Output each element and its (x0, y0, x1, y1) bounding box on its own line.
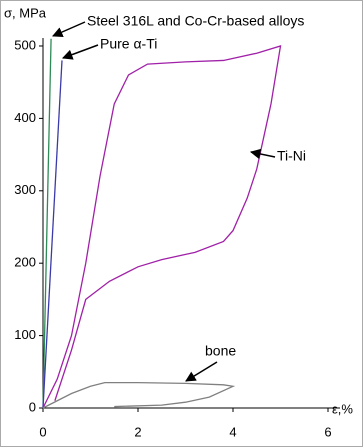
series-label: Pure α-Ti (100, 36, 157, 52)
x-tick-label: 0 (39, 424, 46, 439)
x-axis-label: ε,% (332, 401, 353, 416)
series-label: bone (205, 343, 236, 359)
arrow (52, 21, 86, 38)
arrow (62, 44, 99, 60)
x-tick-label: 4 (229, 424, 236, 439)
y-tick-label: 0 (29, 399, 36, 414)
y-tick-label: 100 (14, 327, 36, 342)
y-tick-label: 300 (14, 182, 36, 197)
series-line (42, 382, 236, 409)
y-tick-label: 500 (14, 37, 36, 52)
arrow (185, 361, 218, 382)
y-tick-label: 400 (14, 110, 36, 125)
series-line (42, 60, 63, 409)
series-line (42, 45, 282, 409)
y-tick-label: 200 (14, 255, 36, 270)
x-tick-label: 2 (134, 424, 141, 439)
series-label: Ti-Ni (277, 148, 306, 164)
arrow (249, 148, 276, 160)
y-axis-label: σ, MPa (4, 5, 47, 20)
series-label: Steel 316L and Co-Cr-based alloys (87, 13, 304, 29)
x-tick-label: 6 (324, 424, 331, 439)
series-line (42, 38, 52, 409)
